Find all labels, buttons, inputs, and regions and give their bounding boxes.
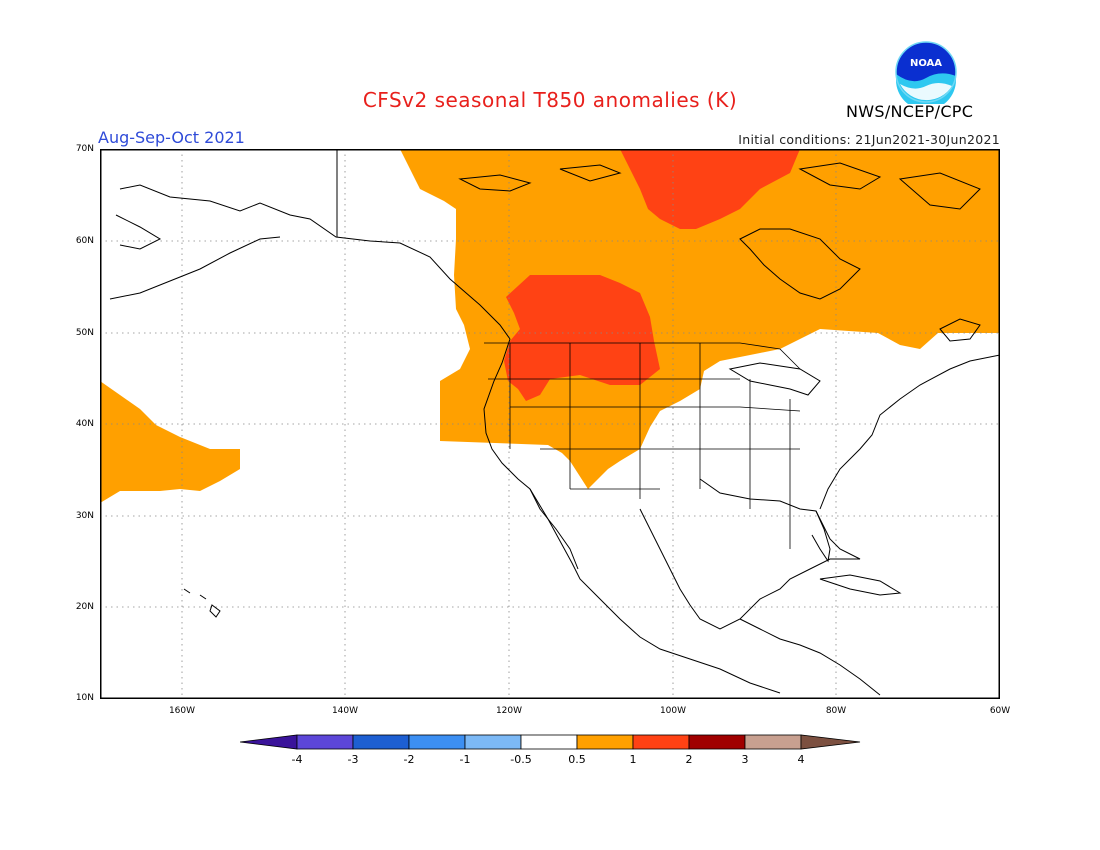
lat-label-40n: 40N [75, 419, 94, 429]
lon-label-160w: 160W [168, 706, 196, 716]
colorbar-label: -3 [347, 753, 359, 766]
lon-label-80w: 80W [825, 706, 847, 716]
colorbar-swatch [744, 734, 802, 750]
anomaly-region-1-2 [504, 149, 800, 401]
agency-label: NWS/NCEP/CPC [846, 102, 974, 121]
lon-label-60w: 60W [989, 706, 1011, 716]
political-borders [484, 342, 801, 549]
colorbar-swatch [296, 734, 354, 750]
map-panel [100, 149, 1000, 699]
colorbar-label: -2 [403, 753, 415, 766]
initial-conditions-label: Initial conditions: 21Jun2021-30Jun2021 [738, 132, 1000, 147]
colorbar-arrow-right [800, 734, 861, 750]
lat-label-70n: 70N [75, 144, 94, 154]
lon-label-120w: 120W [495, 706, 523, 716]
colorbar-label: -4 [291, 753, 303, 766]
colorbar-label: 3 [741, 753, 749, 766]
colorbar-arrow-left [240, 734, 298, 750]
colorbar-swatch [632, 734, 690, 750]
map-title: CFSv2 seasonal T850 anomalies (K) [362, 88, 738, 112]
colorbar-swatch [352, 734, 410, 750]
lat-label-30n: 30N [75, 511, 94, 521]
map-frame [100, 149, 1000, 699]
lat-label-10n: 10N [75, 693, 94, 703]
anomaly-region-0.5-1 [100, 149, 1000, 503]
lon-label-140w: 140W [331, 706, 359, 716]
lat-label-20n: 20N [75, 602, 94, 612]
colorbar-swatch [464, 734, 522, 750]
lat-label-60n: 60N [75, 236, 94, 246]
colorbar-swatch [408, 734, 466, 750]
lon-label-100w: 100W [659, 706, 687, 716]
colorbar [240, 734, 861, 750]
logo-text: NOAA [910, 58, 942, 69]
warm-area-pacific [100, 381, 240, 503]
graticule [100, 149, 1000, 699]
lat-label-50n: 50N [75, 328, 94, 338]
colorbar-label: 0.5 [568, 753, 586, 766]
hot-area-rockies [504, 275, 660, 401]
hot-area-arctic [620, 149, 800, 229]
colorbar-label: -0.5 [510, 753, 532, 766]
colorbar-label: -1 [459, 753, 471, 766]
colorbar-label: 4 [797, 753, 805, 766]
colorbar-swatch [688, 734, 746, 750]
colorbar-swatch [576, 734, 634, 750]
noaa-logo: NOAA [895, 41, 957, 104]
colorbar-label: 1 [629, 753, 637, 766]
colorbar-swatch [520, 734, 578, 750]
colorbar-label: 2 [685, 753, 693, 766]
season-label: Aug-Sep-Oct 2021 [98, 128, 245, 147]
coastlines [109, 149, 1000, 696]
warm-area-north [400, 149, 1000, 489]
